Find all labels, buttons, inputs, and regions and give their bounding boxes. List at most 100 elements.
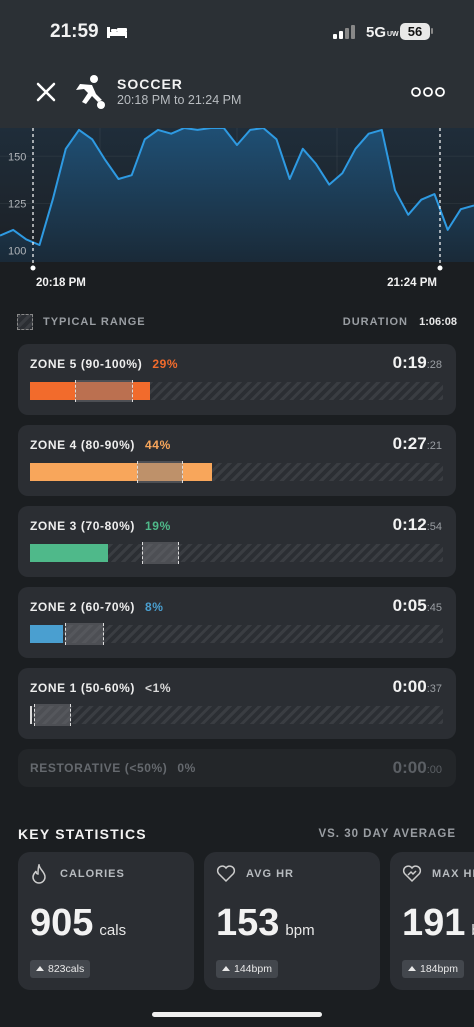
zone-seconds: :28 xyxy=(426,359,442,371)
soccer-icon xyxy=(76,75,105,109)
stats-strip: CALORIES 905 cals 823cals AVG HR 153 bpm 144bpm… xyxy=(0,852,474,992)
activity-time: 20:18 PM to 21:24 PM xyxy=(117,93,242,107)
stat-unit: bpm xyxy=(471,922,474,939)
up-arrow xyxy=(408,966,416,971)
zone-percent: 8% xyxy=(145,600,164,614)
duration-value: 1:06:08 xyxy=(419,316,457,328)
y-tick-label: 150 xyxy=(8,151,26,163)
zone-title-row: ZONE 2 (60-70%) 8% xyxy=(30,600,164,614)
zone-time-row: 0:00:37 xyxy=(393,677,442,697)
clock: 21:59 xyxy=(50,21,99,42)
restorative-percent: 0% xyxy=(177,761,196,775)
network-badge: UW xyxy=(387,31,399,38)
zone-time-row: 0:05:45 xyxy=(393,596,442,616)
zone-name: ZONE 5 (90-100%) xyxy=(30,357,143,371)
stat-unit: cals xyxy=(99,922,127,939)
stat-label: CALORIES xyxy=(60,868,125,880)
zone-track xyxy=(30,461,443,483)
zone-card: ZONE 3 (70-80%) 19% 0:12:54 xyxy=(18,506,456,577)
close-button[interactable] xyxy=(36,82,56,102)
zone-title-row: ZONE 1 (50-60%) <1% xyxy=(30,681,171,695)
restorative-name: RESTORATIVE (<50%) xyxy=(30,761,168,775)
zone-seconds: :54 xyxy=(426,521,442,533)
zone-time: 0:19 xyxy=(392,353,427,372)
typical-range-swatch xyxy=(17,314,33,330)
stat-unit: bpm xyxy=(285,922,315,939)
zone-seconds: :45 xyxy=(426,602,442,614)
time-marker-dot xyxy=(437,265,443,271)
restorative-seconds: :00 xyxy=(426,764,442,776)
stat-icon xyxy=(32,864,46,884)
stat-card: CALORIES 905 cals 823cals xyxy=(18,852,194,990)
typical-range xyxy=(65,623,105,645)
home-indicator xyxy=(152,1012,322,1017)
zone-time-row: 0:12:54 xyxy=(393,515,442,535)
network-type: 5G xyxy=(366,24,387,41)
area xyxy=(0,128,474,262)
duration-label: DURATION xyxy=(342,316,408,328)
typical-range xyxy=(141,542,179,564)
stat-value-row: 153 bpm xyxy=(216,902,315,945)
y-tick-label: 125 xyxy=(8,198,26,210)
zone-seconds: :37 xyxy=(426,683,442,695)
restorative-time: 0:00 xyxy=(392,758,427,777)
zone-card: ZONE 5 (90-100%) 29% 0:19:28 xyxy=(18,344,456,415)
section-title: KEY STATISTICS xyxy=(18,826,147,842)
zone-name: ZONE 4 (80-90%) xyxy=(30,438,136,452)
zone-time-row: 0:19:28 xyxy=(393,353,442,373)
heart-rate-chart: 100 125 150 xyxy=(0,128,474,271)
stat-card: MAX HR 191 bpm 184bpm xyxy=(390,852,474,990)
comparison-label: VS. 30 DAY AVERAGE xyxy=(318,828,456,840)
stat-icon xyxy=(216,865,236,883)
zone-percent: 19% xyxy=(145,519,171,533)
zone-track xyxy=(30,380,443,402)
stat-average: 823cals xyxy=(30,960,91,978)
zone-seconds: :21 xyxy=(426,440,442,452)
zone-bar xyxy=(30,706,33,724)
stat-value: 191 xyxy=(402,902,466,944)
zone-time: 0:05 xyxy=(392,596,427,615)
battery: 56 xyxy=(400,23,430,40)
zone-title-row: ZONE 3 (70-80%) 19% xyxy=(30,519,171,533)
legend-label: TYPICAL RANGE xyxy=(43,316,146,328)
typical-range xyxy=(137,461,183,483)
stat-card: AVG HR 153 bpm 144bpm xyxy=(204,852,380,990)
stat-icon xyxy=(402,865,422,883)
restorative-time-row: 0:00:00 xyxy=(393,758,442,778)
signal-icon xyxy=(333,25,355,39)
typical-range xyxy=(34,704,72,726)
zone-track xyxy=(30,623,443,645)
more-button[interactable] xyxy=(411,86,445,98)
zone-bar xyxy=(30,463,212,481)
zone-percent: <1% xyxy=(145,681,172,695)
zone-track xyxy=(30,704,443,726)
time-marker-dot xyxy=(30,265,36,271)
sleep-icon xyxy=(107,27,127,38)
restorative-row: RESTORATIVE (<50%) 0% xyxy=(30,761,196,775)
zone-name: ZONE 3 (70-80%) xyxy=(30,519,136,533)
zone-name: ZONE 1 (50-60%) xyxy=(30,681,136,695)
start-label: 20:18 PM xyxy=(36,277,86,289)
stat-value-row: 191 bpm xyxy=(402,902,474,945)
zone-card: ZONE 1 (50-60%) <1% 0:00:37 xyxy=(18,668,456,739)
zone-bar xyxy=(30,382,150,400)
zone-bar xyxy=(30,625,64,643)
stat-value: 153 xyxy=(216,902,280,944)
stat-average: 144bpm xyxy=(216,960,278,978)
end-label: 21:24 PM xyxy=(387,277,437,289)
battery-tip xyxy=(431,28,433,34)
zone-percent: 44% xyxy=(145,438,171,452)
zone-card: ZONE 2 (60-70%) 8% 0:05:45 xyxy=(18,587,456,658)
zone-bar xyxy=(30,544,109,562)
up-arrow xyxy=(222,966,230,971)
activity-title: SOCCER xyxy=(117,76,183,92)
stat-average: 184bpm xyxy=(402,960,464,978)
stat-value: 905 xyxy=(30,902,94,944)
zone-time: 0:12 xyxy=(392,515,427,534)
zone-time: 0:27 xyxy=(392,434,427,453)
restorative-card: RESTORATIVE (<50%) 0% 0:00:00 xyxy=(18,749,456,787)
zone-percent: 29% xyxy=(152,357,179,371)
up-arrow xyxy=(36,966,44,971)
top-panel xyxy=(0,0,474,128)
zone-time: 0:00 xyxy=(392,677,427,696)
